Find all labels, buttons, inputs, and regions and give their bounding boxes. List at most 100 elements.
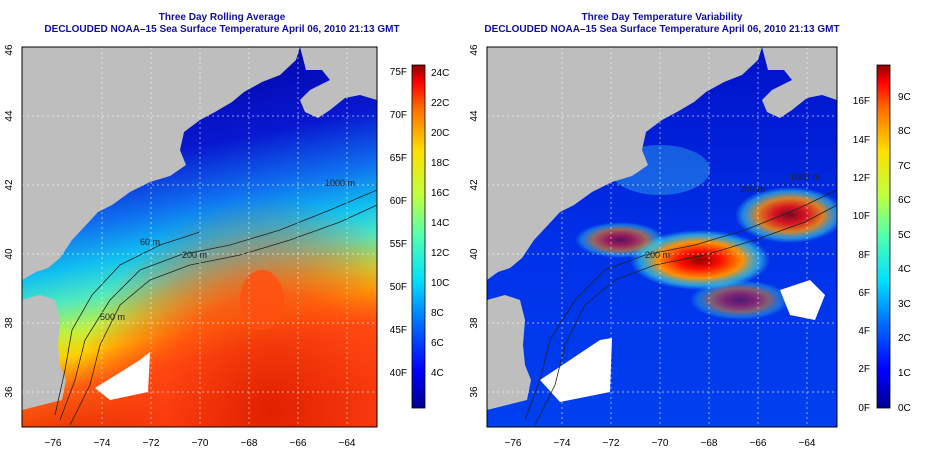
right-lat-38: 38 — [469, 317, 480, 329]
right-land-nova-scotia — [762, 47, 837, 118]
right-title-line1: Three Day Temperature Variability — [581, 12, 743, 23]
right-colorbar: 16F 14F 12F 10F 8F 6F 4F 2F 0F 9C 8C 7C … — [853, 64, 911, 414]
right-lon-64: −64 — [799, 438, 816, 449]
left-colorbar-ramp — [411, 64, 426, 409]
right-cb-c-3: 3C — [898, 299, 911, 310]
right-lat-36: 36 — [469, 386, 480, 398]
left-cb-c-12: 12C — [431, 248, 449, 259]
left-colorbar: 75F 70F 65F 60F 55F 50F 45F 40F 24C 22C … — [390, 64, 449, 409]
left-lat-42: 42 — [4, 179, 15, 191]
right-map-frame — [486, 46, 838, 428]
right-cb-f-14: 14F — [853, 135, 870, 146]
right-colorbar-ramp — [876, 64, 891, 409]
right-cb-c-8: 8C — [898, 126, 911, 137]
right-lat-ticks: 46 44 42 40 38 36 — [469, 44, 480, 398]
left-land — [22, 47, 300, 280]
left-contour-1000m — [69, 204, 377, 426]
right-cb-f-8: 8F — [858, 250, 870, 261]
right-map: 200 m 1000 m 200 m 46 44 42 40 38 36 −76… — [469, 44, 911, 449]
right-cloud-mask — [540, 338, 612, 402]
left-cb-c-16: 16C — [431, 188, 449, 199]
right-cb-c-0: 0C — [898, 403, 911, 414]
right-grid — [487, 47, 837, 427]
left-cloud-mask — [95, 352, 150, 400]
right-lon-66: −66 — [750, 438, 767, 449]
right-lat-44: 44 — [469, 110, 480, 122]
right-cb-c-7: 7C — [898, 161, 911, 172]
right-lon-76: −76 — [505, 438, 522, 449]
left-cb-c-18: 18C — [431, 158, 449, 169]
right-title-line2: DECLOUDED NOAA–15 Sea Surface Temperatur… — [484, 24, 840, 35]
left-cb-c-8: 8C — [431, 308, 444, 319]
left-lon-ticks: −76 −74 −72 −70 −68 −66 −64 — [45, 438, 356, 449]
right-cb-c-6: 6C — [898, 195, 911, 206]
right-cb-c-4: 4C — [898, 264, 911, 275]
left-lon-74: −74 — [94, 438, 111, 449]
left-land-nova-scotia — [300, 47, 377, 118]
right-land — [487, 47, 762, 280]
right-contour-1000m — [534, 204, 837, 426]
left-lon-72: −72 — [143, 438, 160, 449]
left-map: 200 m 1000 m 500 m 60 m 46 44 42 40 38 3… — [4, 44, 449, 449]
right-contour-label-200b: 200 m — [740, 184, 765, 194]
right-cb-c-9: 9C — [898, 92, 911, 103]
left-contour-60m — [54, 231, 201, 416]
left-title-line1: Three Day Rolling Average — [158, 12, 286, 23]
left-land-delmarva — [22, 295, 66, 410]
left-lat-36: 36 — [4, 386, 15, 398]
left-lon-64: −64 — [339, 438, 356, 449]
left-map-frame — [21, 46, 378, 428]
left-cb-c-24: 24C — [431, 68, 449, 79]
right-hotspot-south — [690, 280, 790, 320]
right-lat-40: 40 — [469, 248, 480, 260]
right-lon-68: −68 — [701, 438, 718, 449]
right-cb-c-1: 1C — [898, 368, 911, 379]
left-cb-f-40: 40F — [390, 368, 407, 379]
right-lon-72: −72 — [603, 438, 620, 449]
left-cb-c-4: 4C — [431, 368, 444, 379]
right-cb-c-5: 5C — [898, 230, 911, 241]
right-cb-f-0: 0F — [858, 403, 870, 414]
left-contour-label-1000: 1000 m — [325, 178, 355, 188]
right-hotspot-east — [735, 187, 837, 243]
right-lon-74: −74 — [554, 438, 571, 449]
right-cb-f-10: 10F — [853, 211, 870, 222]
left-contour-label-200: 200 m — [182, 250, 207, 260]
right-contour-label-1000: 1000 m — [790, 172, 820, 182]
left-cb-c-20: 20C — [431, 128, 449, 139]
left-lon-68: −68 — [241, 438, 258, 449]
right-cb-f-16: 16F — [853, 96, 870, 107]
left-grid — [22, 47, 377, 427]
left-cb-f-45: 45F — [390, 325, 407, 336]
left-cb-c-10: 10C — [431, 278, 449, 289]
right-lon-70: −70 — [652, 438, 669, 449]
left-cb-f-65: 65F — [390, 153, 407, 164]
right-contour-200m — [524, 189, 837, 421]
right-cb-f-2: 2F — [858, 364, 870, 375]
left-cb-c-22: 22C — [431, 98, 449, 109]
left-cb-f-60: 60F — [390, 196, 407, 207]
left-cb-f-75: 75F — [390, 67, 407, 78]
left-warm-eddy — [240, 270, 284, 330]
left-lon-66: −66 — [290, 438, 307, 449]
right-hotspot-main — [630, 230, 770, 290]
right-lon-ticks: −76 −74 −72 −70 −68 −66 −64 — [505, 438, 816, 449]
left-lat-38: 38 — [4, 317, 15, 329]
left-contour-label-500: 500 m — [100, 312, 125, 322]
left-lat-46: 46 — [4, 44, 15, 56]
left-cb-f-70: 70F — [390, 110, 407, 121]
right-lat-42: 42 — [469, 179, 480, 191]
left-contour-200m — [59, 189, 377, 421]
right-cb-f-4: 4F — [858, 326, 870, 337]
left-title-line2: DECLOUDED NOAA–15 Sea Surface Temperatur… — [44, 24, 400, 35]
left-lon-76: −76 — [45, 438, 62, 449]
left-contour-label-60: 60 m — [140, 237, 160, 247]
right-cb-f-6: 6F — [858, 288, 870, 299]
left-cb-f-55: 55F — [390, 239, 407, 250]
left-cb-c-14: 14C — [431, 218, 449, 229]
left-cb-f-50: 50F — [390, 282, 407, 293]
right-cloud-mask-east — [780, 280, 825, 320]
left-cb-c-6: 6C — [431, 338, 444, 349]
left-lat-40: 40 — [4, 248, 15, 260]
right-lat-46: 46 — [469, 44, 480, 56]
